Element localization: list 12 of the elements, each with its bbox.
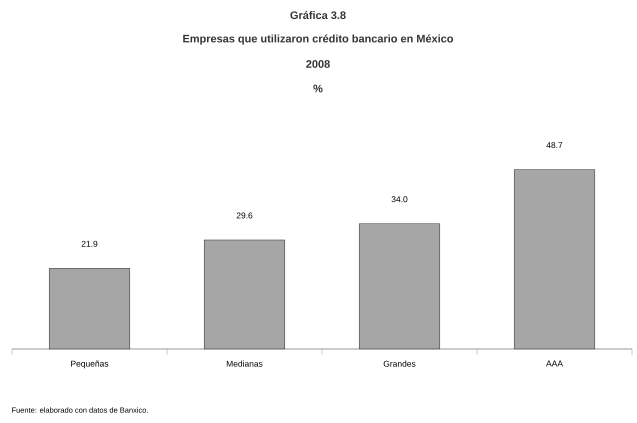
data-label: 21.9	[82, 240, 98, 247]
data-label: 34.0	[392, 196, 408, 202]
x-tick-label: Medianas	[226, 360, 263, 367]
chart-title: Gráfica 3.8	[290, 10, 346, 20]
data-label: 29.6	[236, 212, 252, 218]
x-tick-label: Pequeñas	[71, 360, 108, 368]
x-tick-label: AAA	[546, 360, 563, 366]
chart-subtitle: Empresas que utilizaron crédito bancario en México	[183, 34, 454, 45]
x-tick-label: Grandes	[384, 360, 416, 367]
text: 2008	[306, 60, 330, 68]
text: %	[313, 84, 323, 92]
data-label: 48.7	[546, 142, 562, 148]
